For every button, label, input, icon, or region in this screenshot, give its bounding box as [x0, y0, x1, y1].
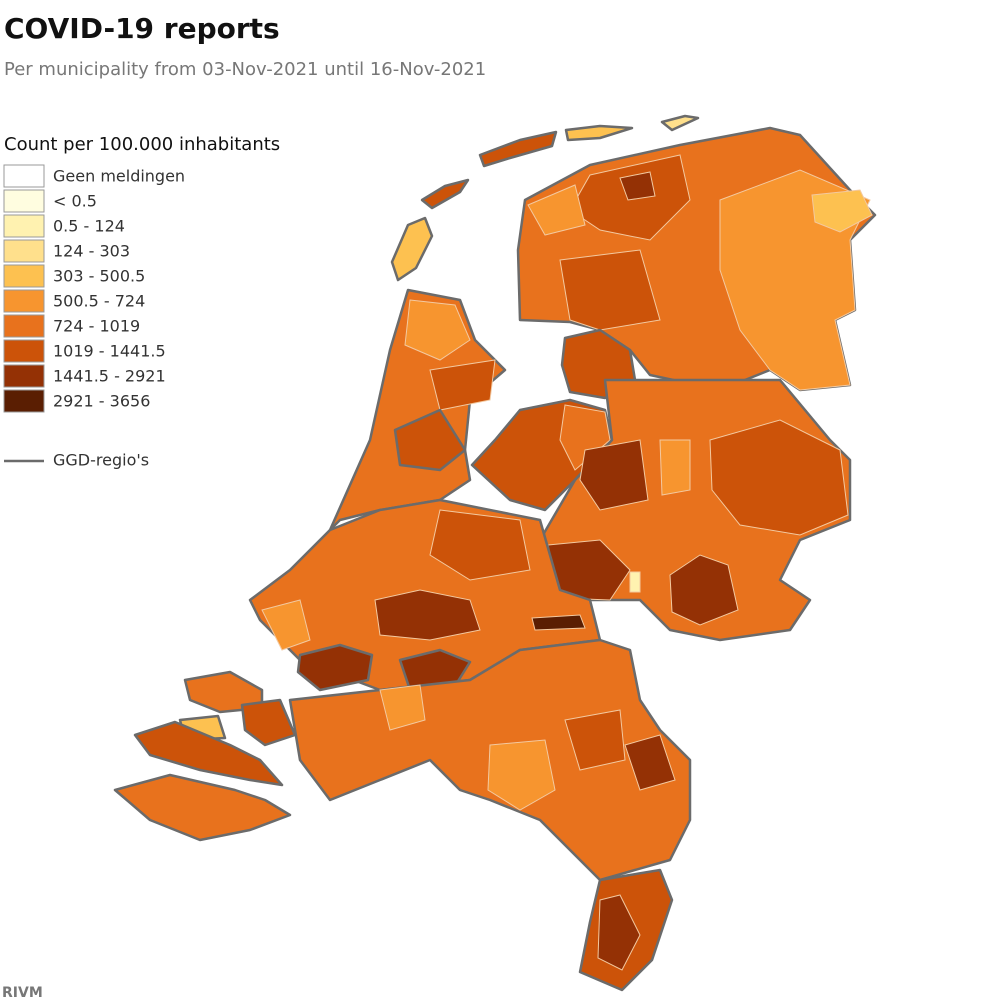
legend-label: 124 - 303: [53, 242, 130, 261]
municipality: [527, 184, 586, 236]
legend-swatch: [3, 239, 45, 263]
municipality: [597, 894, 641, 971]
legend-label: 724 - 1019: [53, 317, 140, 336]
legend-label: 1019 - 1441.5: [53, 342, 166, 361]
legend-label: 0.5 - 124: [53, 217, 125, 236]
legend-title: Count per 100.000 inhabitants: [4, 134, 280, 155]
legend-label: 2921 - 3656: [53, 392, 150, 411]
municipality: [619, 171, 656, 201]
legend-swatch: [3, 164, 45, 188]
legend-label: Geen meldingen: [53, 167, 185, 186]
municipality: [429, 509, 531, 581]
municipality: [624, 734, 676, 791]
municipality: [564, 709, 626, 771]
municipality: [531, 614, 586, 631]
legend-label: 500.5 - 724: [53, 292, 145, 311]
legend: Geen meldingen < 0.5 0.5 - 124 124 - 303 303…: [3, 164, 185, 413]
island: [420, 178, 470, 210]
municipality: [579, 439, 649, 511]
legend-swatch: [3, 339, 45, 363]
legend-swatch: [3, 389, 45, 413]
legend-swatch: [3, 264, 45, 288]
municipality: [261, 599, 311, 651]
island: [390, 216, 434, 282]
subtitle: Per municipality from 03-Nov-2021 until …: [4, 59, 486, 80]
island: [478, 130, 558, 168]
ggd-legend-label: GGD-regio's: [53, 451, 149, 470]
legend-label: 303 - 500.5: [53, 267, 145, 286]
legend-label: < 0.5: [53, 192, 97, 211]
municipality: [811, 189, 873, 233]
legend-swatch: [3, 289, 45, 313]
island: [240, 698, 297, 747]
legend-label: 1441.5 - 2921: [53, 367, 166, 386]
municipality: [379, 684, 426, 731]
region: [393, 408, 467, 472]
municipality: [404, 299, 471, 361]
municipality: [374, 589, 481, 641]
island: [113, 773, 292, 842]
legend-swatch: [3, 189, 45, 213]
municipality: [659, 439, 691, 496]
municipality: [559, 249, 661, 331]
island: [133, 720, 284, 787]
title: COVID-19 reports: [4, 12, 280, 45]
municipality: [629, 571, 641, 593]
map: [113, 114, 877, 992]
municipality: [709, 419, 849, 536]
region: [296, 643, 374, 692]
municipality: [669, 554, 739, 626]
source: RIVM: [2, 985, 43, 1000]
municipality: [487, 739, 556, 811]
island: [564, 124, 634, 142]
municipality: [429, 359, 496, 411]
legend-swatch: [3, 214, 45, 238]
region: [328, 288, 507, 532]
legend-swatch: [3, 364, 45, 388]
legend-swatch: [3, 314, 45, 338]
region: [398, 648, 472, 692]
island: [660, 114, 700, 132]
